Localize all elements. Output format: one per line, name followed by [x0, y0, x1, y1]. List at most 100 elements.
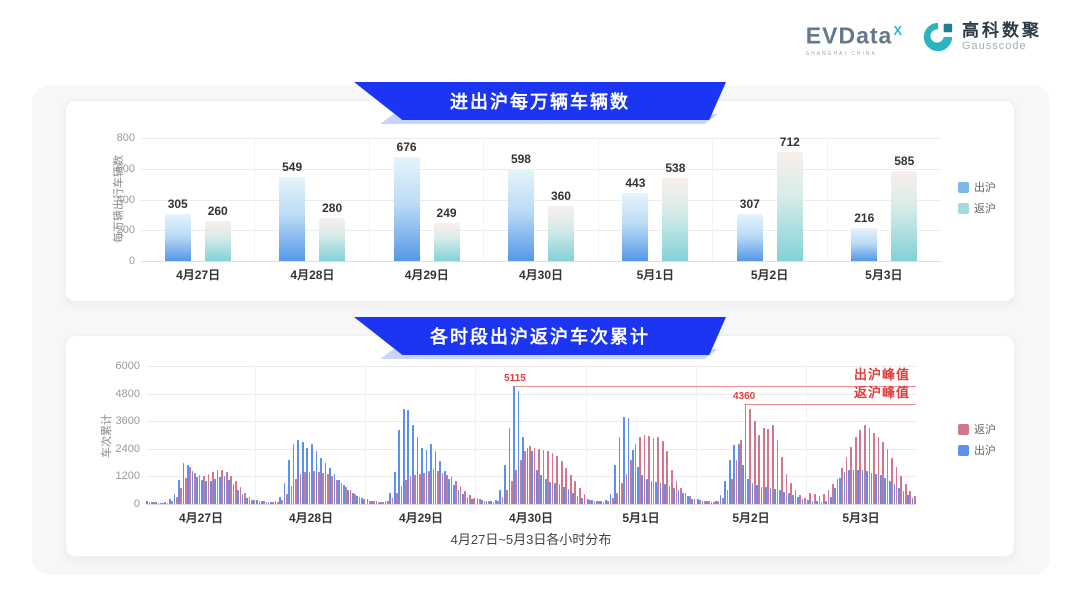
hour-cell [576, 366, 581, 504]
hour-cell [260, 366, 266, 504]
chart2-bar-返沪 [253, 500, 255, 504]
chart2-bar-出沪 [366, 499, 369, 504]
chart2-bar-返沪 [574, 481, 577, 504]
chart2-bar-返沪 [354, 493, 356, 504]
chart1-bar-出沪 [622, 192, 649, 261]
legend-item-出沪: 出沪 [958, 179, 996, 195]
chart2-bar-返沪 [643, 435, 646, 504]
chart2-bar-返沪 [203, 475, 205, 504]
hour-cell [655, 366, 660, 504]
hour-cell [351, 366, 357, 504]
chart2-bar-出沪 [232, 484, 235, 504]
hour-cell [820, 366, 825, 504]
chart2-bar-返沪 [382, 501, 385, 504]
hour-cell [246, 366, 251, 504]
hour-cell [517, 366, 522, 504]
chart2-bar-出沪 [430, 444, 432, 504]
hour-cell [398, 366, 403, 504]
chart2-bar-出沪 [586, 498, 589, 504]
chart2-bar-出沪 [522, 437, 524, 504]
hour-cell [787, 366, 793, 504]
hour-cell [760, 366, 765, 504]
chart1-group-5月1日: 443 538 [597, 138, 712, 261]
evdata-logo: EVDataX SHANGHAI CHINA [806, 20, 903, 57]
chart2-bar-返沪 [441, 473, 444, 504]
chart2-bar-返沪 [717, 501, 720, 504]
chart2-bar-返沪 [396, 492, 398, 504]
hour-cell [499, 366, 504, 504]
chart2-bar-返沪 [497, 501, 499, 504]
hour-cell [485, 366, 491, 504]
chart2-days [146, 366, 916, 504]
hour-cell [696, 366, 702, 504]
chart1-bar-出沪 [279, 176, 306, 261]
hour-cell [421, 366, 426, 504]
chart2-bar-出沪 [443, 470, 446, 504]
chart2-bar-返沪 [767, 429, 770, 504]
chart2-bar-返沪 [749, 408, 751, 504]
legend-label-出沪: 出沪 [974, 445, 996, 457]
chart2-bar-返沪 [565, 467, 568, 504]
chart2-bar-返沪 [542, 449, 545, 504]
chart2-bar-出沪 [636, 467, 639, 504]
hour-cell [393, 366, 399, 504]
chart2-bar-出沪 [324, 463, 327, 504]
hour-cell [283, 366, 288, 504]
chart2-bar-出沪 [329, 468, 331, 504]
chart2-bar-返沪 [506, 490, 508, 504]
chart2-bar-返沪 [882, 442, 884, 504]
chart1-group-4月28日: 549 280 [254, 138, 368, 261]
legend-swatch-返沪 [958, 202, 969, 214]
chart1-bar-value: 549 [282, 159, 303, 174]
hour-cell [471, 366, 476, 504]
chart2-bar-出沪 [462, 493, 464, 504]
chart2-bar-返沪 [153, 502, 155, 504]
chart2-bar-出沪 [765, 487, 767, 504]
chart2-bar-返沪 [373, 501, 376, 504]
chart2-bar-出沪 [246, 497, 248, 504]
chart2-bar-出沪 [719, 494, 722, 504]
legend-swatch-出沪 [958, 181, 969, 193]
hour-cell [384, 366, 389, 504]
chart2-bar-出沪 [421, 447, 423, 504]
chart2-bar-返沪 [313, 471, 315, 504]
chart1-bar-value: 360 [550, 188, 571, 203]
hour-cell [513, 366, 518, 504]
chart2-bar-返沪 [758, 435, 761, 504]
chart1-bar-出沪 [164, 214, 191, 261]
hour-cell [875, 366, 880, 504]
chart2-bar-返沪 [180, 487, 183, 504]
hour-cell [265, 366, 270, 504]
hour-cell [380, 366, 385, 504]
chart2-bar-出沪 [706, 501, 708, 504]
chart2-bar-出沪 [870, 472, 873, 504]
chart2-bar-返沪 [731, 478, 733, 504]
hour-cell [531, 366, 536, 504]
legend-label-出沪: 出沪 [974, 182, 996, 194]
chart2-bar-出沪 [517, 391, 520, 504]
chart2-bar-出沪 [811, 500, 814, 504]
peak-value-4360: 4360 [733, 390, 756, 402]
barwrap: 585 [891, 154, 918, 261]
chart2-bar-返沪 [593, 500, 596, 504]
chart2-bar-出沪 [544, 478, 547, 504]
hour-cell [333, 366, 338, 504]
chart1-x-label-5月2日: 5月2日 [750, 268, 789, 282]
chart2-bar-返沪 [895, 467, 898, 504]
chart2-bar-出沪 [150, 501, 153, 504]
chart2-plot-area: 0 1200 2400 3600 4800 6000 4月27日 4月28日 4月29日 4月30… [116, 360, 916, 547]
hour-cell [751, 366, 756, 504]
chart2-bar-返沪 [689, 496, 691, 504]
hour-cell [250, 366, 256, 504]
chart2-bar-出沪 [581, 498, 583, 504]
chart2-bar-返沪 [813, 494, 816, 504]
chart2-bar-出沪 [600, 501, 603, 504]
y-tick-0: 0 [133, 498, 140, 510]
y-tick-600: 600 [116, 162, 135, 175]
chart2-bar-返沪 [900, 476, 903, 504]
chart2-bar-出沪 [356, 496, 359, 504]
chart2-bar-出沪 [609, 493, 612, 504]
banner-ribbon: 进出沪每万辆车辆数 [354, 82, 726, 120]
chart2-bar-返沪 [589, 499, 591, 504]
hour-cell [783, 366, 788, 504]
